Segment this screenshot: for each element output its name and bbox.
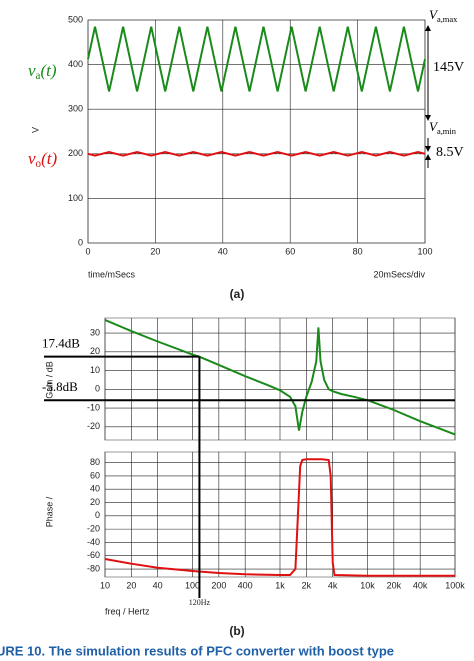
- y-tick-label: -20: [87, 421, 100, 431]
- marker-label: 17.4dB: [42, 336, 80, 351]
- x-tick-label: 200: [211, 580, 226, 590]
- y-tick-label: -80: [87, 563, 100, 573]
- annotation: Va,min: [429, 119, 457, 136]
- x-tick-label: 1k: [275, 580, 285, 590]
- annotation-sub: o: [36, 158, 42, 170]
- panel-label: (b): [229, 624, 244, 638]
- plot-area: [87, 19, 426, 244]
- y-tick-label: 20: [90, 346, 100, 356]
- x-axis-note: 20mSecs/div: [373, 269, 425, 279]
- annotation: va(t): [28, 61, 57, 82]
- annotation-main: v: [28, 61, 36, 80]
- annotation: Va,max: [429, 7, 458, 24]
- x-tick-label: 100: [185, 580, 200, 590]
- x-axis-label: freq / Hertz: [105, 606, 150, 616]
- x-tick-label: 10k: [360, 580, 375, 590]
- x-axis-label: time/mSecs: [88, 269, 136, 279]
- y-tick-label: 0: [78, 237, 83, 247]
- x-tick-label: 400: [238, 580, 253, 590]
- marker-label: 120Hz: [189, 598, 211, 607]
- annotation-tail: (t): [41, 149, 57, 168]
- y-tick-label: 500: [68, 14, 83, 24]
- y-tick-label: -40: [87, 537, 100, 547]
- x-tick-label: 0: [85, 246, 90, 256]
- y-tick-label: 30: [90, 327, 100, 337]
- x-tick-label: 2k: [302, 580, 312, 590]
- x-tick-label: 4k: [328, 580, 338, 590]
- y-tick-label: 300: [68, 104, 83, 114]
- y-tick-label: -10: [87, 402, 100, 412]
- annotation-sub: a,min: [437, 126, 457, 136]
- annotation-main: V: [429, 119, 439, 134]
- x-tick-label: 100: [417, 246, 432, 256]
- y-tick-label: 0: [95, 510, 100, 520]
- annotation-sub: a,max: [437, 14, 458, 24]
- y-tick-label: 20: [90, 497, 100, 507]
- y-axis-label: V: [30, 127, 40, 133]
- x-tick-label: 100k: [445, 580, 465, 590]
- panel-label: (a): [230, 287, 245, 301]
- data-line: [104, 318, 456, 436]
- x-tick-label: 20: [150, 246, 160, 256]
- annotation-main: V: [429, 7, 439, 22]
- annotation: vo(t): [28, 149, 57, 170]
- y-axis-label: Phase /: [44, 496, 54, 527]
- annotation: 8.5V: [436, 145, 464, 160]
- x-tick-label: 80: [353, 246, 363, 256]
- x-tick-label: 40: [218, 246, 228, 256]
- data-line: [87, 26, 426, 92]
- x-tick-label: 10: [100, 580, 110, 590]
- x-tick-label: 20k: [387, 580, 402, 590]
- data-line: [87, 150, 426, 157]
- y-tick-label: 400: [68, 59, 83, 69]
- y-tick-label: 10: [90, 365, 100, 375]
- annotation-tail: (t): [40, 61, 56, 80]
- y-tick-label: -20: [87, 524, 100, 534]
- y-tick-label: 100: [68, 193, 83, 203]
- annotation: 145V: [433, 60, 464, 75]
- annotation-sub: a: [36, 70, 41, 82]
- x-tick-label: 40: [153, 580, 163, 590]
- y-tick-label: 40: [90, 484, 100, 494]
- x-tick-label: 20: [126, 580, 136, 590]
- y-axis-label: Gain / dB: [44, 361, 54, 399]
- y-tick-label: 0: [95, 384, 100, 394]
- x-tick-label: 40k: [413, 580, 428, 590]
- y-tick-label: 60: [90, 470, 100, 480]
- y-tick-label: -60: [87, 550, 100, 560]
- data-line: [104, 458, 455, 577]
- x-tick-label: 60: [285, 246, 295, 256]
- marker-label: -5.8dB: [42, 379, 78, 394]
- caption: URE 10. The simulation results of PFC co…: [0, 643, 394, 658]
- y-tick-label: 80: [90, 457, 100, 467]
- y-tick-label: 200: [68, 148, 83, 158]
- annotation-main: v: [28, 149, 36, 168]
